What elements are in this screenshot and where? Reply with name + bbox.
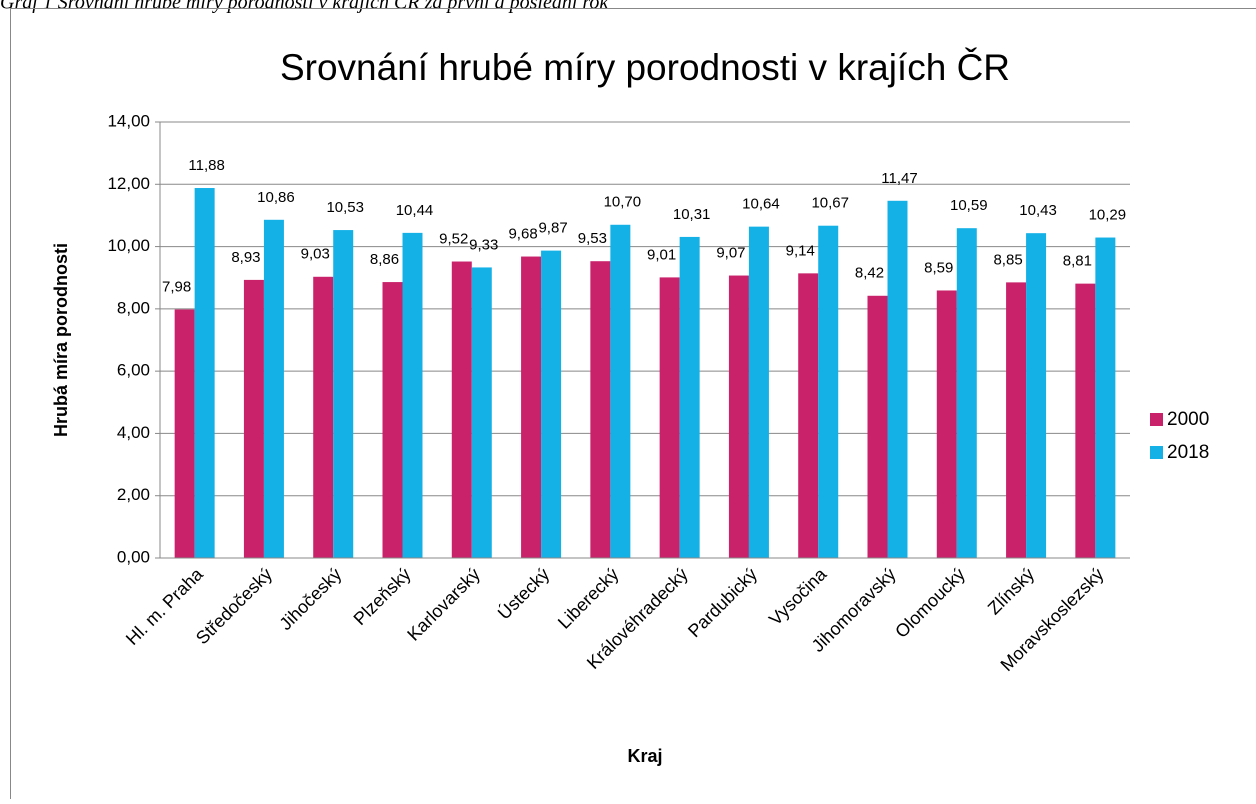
data-label: 9,52 [439,230,468,247]
data-label: 8,81 [1063,253,1092,270]
data-label: 8,93 [231,249,260,266]
data-label: 9,33 [469,236,498,253]
bar [452,262,472,558]
bar [868,296,888,558]
bar [175,309,195,558]
bar [1095,238,1115,558]
bar [957,228,977,558]
bar [383,282,403,558]
bar [1026,233,1046,558]
bar [798,273,818,558]
data-label: 8,59 [924,259,953,276]
x-tick-label: Olomoucký [891,564,969,642]
bar [472,267,492,558]
caption: Graf 1 Srovnání hrubé míry porodnosti v … [0,0,609,14]
data-label: 9,01 [647,246,676,263]
bar [333,230,353,558]
data-label: 9,07 [716,245,745,262]
data-label: 9,14 [786,242,815,259]
bar [264,220,284,558]
x-tick-label: Plzeňský [350,564,415,629]
x-tick-label: Karlovarský [403,564,484,645]
data-label: 10,44 [396,202,434,219]
x-tick-label: Vysočina [765,563,831,629]
bar [521,257,541,558]
x-tick-label: Liberecký [554,564,623,633]
y-tick-label: 2,00 [117,485,150,504]
data-label: 11,88 [188,157,224,174]
data-label: 11,47 [881,170,917,187]
bar [541,251,561,558]
x-axis-title: Kraj [627,746,662,766]
legend-swatch [1150,413,1163,426]
y-tick-label: 8,00 [117,298,150,317]
bar [660,277,680,558]
bar [1006,282,1026,558]
data-label: 9,53 [578,230,607,247]
bar [888,201,908,558]
data-label: 9,03 [301,246,330,263]
legend-label: 2000 [1167,409,1209,430]
y-tick-label: 0,00 [117,547,150,566]
data-label: 10,70 [604,194,642,211]
data-label: 10,64 [742,196,780,213]
y-tick-label: 4,00 [117,423,150,442]
y-tick-label: 10,00 [107,236,150,255]
bar [403,233,423,558]
bar [590,261,610,558]
chart-title: Srovnání hrubé míry porodnosti v krajích… [280,47,1010,88]
bar [749,227,769,558]
bar [195,188,215,558]
data-label: 9,87 [538,220,567,237]
data-label: 10,86 [257,189,295,206]
legend-swatch [1150,446,1163,459]
y-axis-title: Hrubá míra porodnosti [51,243,71,437]
data-label: 10,43 [1019,202,1057,219]
data-label: 9,68 [508,226,537,243]
data-label: 10,31 [673,206,711,223]
data-label: 10,53 [326,199,364,216]
y-tick-label: 12,00 [107,174,150,193]
bar [729,276,749,558]
bar [818,226,838,558]
x-tick-label: Zlínský [984,564,1038,618]
bar [313,277,333,558]
x-tick-label: Jihočeský [275,564,345,634]
bar [937,290,957,558]
data-label: 8,86 [370,251,399,268]
legend-label: 2018 [1167,442,1209,463]
bar [1075,284,1095,558]
data-label: 8,42 [855,265,884,282]
data-label: 10,29 [1089,207,1127,224]
data-label: 10,59 [950,197,988,214]
bar [244,280,264,558]
y-tick-label: 14,00 [107,111,150,130]
data-label: 10,67 [811,195,849,212]
data-label: 8,85 [993,251,1022,268]
data-label: 7,98 [162,278,191,295]
x-tick-label: Pardubický [684,564,761,641]
bar [680,237,700,558]
y-tick-label: 6,00 [117,361,150,380]
bar [610,225,630,558]
x-tick-label: Ústecký [493,563,553,623]
